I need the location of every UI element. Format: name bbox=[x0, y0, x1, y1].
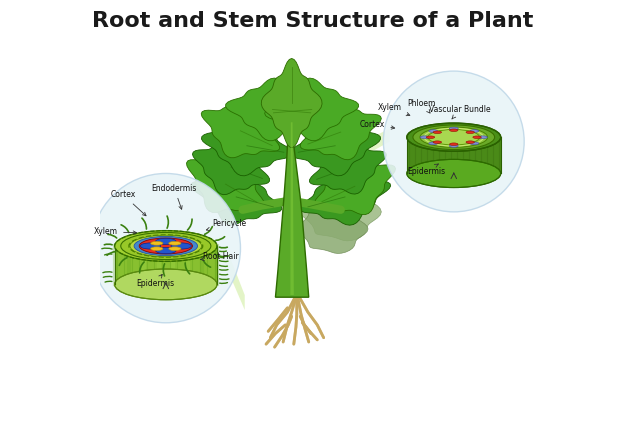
Ellipse shape bbox=[470, 142, 479, 145]
Polygon shape bbox=[290, 122, 294, 295]
Text: Root and Stem Structure of a Plant: Root and Stem Structure of a Plant bbox=[92, 12, 534, 31]
Polygon shape bbox=[190, 169, 282, 225]
Ellipse shape bbox=[420, 127, 488, 147]
Polygon shape bbox=[275, 120, 309, 297]
Ellipse shape bbox=[407, 123, 501, 151]
Polygon shape bbox=[225, 78, 319, 141]
Ellipse shape bbox=[478, 136, 487, 139]
Ellipse shape bbox=[151, 241, 163, 245]
Polygon shape bbox=[297, 205, 368, 253]
Ellipse shape bbox=[470, 130, 479, 132]
Text: Endodermis: Endodermis bbox=[151, 184, 197, 209]
Ellipse shape bbox=[420, 136, 429, 139]
Polygon shape bbox=[201, 104, 280, 158]
Ellipse shape bbox=[428, 129, 480, 145]
Polygon shape bbox=[309, 142, 387, 194]
Ellipse shape bbox=[449, 143, 458, 146]
Ellipse shape bbox=[433, 131, 441, 134]
Ellipse shape bbox=[383, 71, 524, 212]
Ellipse shape bbox=[169, 241, 181, 245]
Ellipse shape bbox=[151, 247, 163, 250]
Text: Vascular Bundle: Vascular Bundle bbox=[429, 105, 491, 119]
Text: Pericycle: Pericycle bbox=[207, 219, 247, 231]
Ellipse shape bbox=[449, 129, 458, 131]
Polygon shape bbox=[202, 116, 292, 176]
Ellipse shape bbox=[429, 130, 438, 132]
Ellipse shape bbox=[426, 136, 434, 139]
Ellipse shape bbox=[407, 159, 501, 187]
Polygon shape bbox=[265, 78, 359, 141]
Ellipse shape bbox=[449, 145, 458, 147]
Polygon shape bbox=[300, 183, 381, 241]
Text: Xylem: Xylem bbox=[94, 227, 136, 236]
Ellipse shape bbox=[156, 247, 176, 254]
Ellipse shape bbox=[169, 247, 181, 250]
Ellipse shape bbox=[121, 232, 211, 259]
Text: Epidermis: Epidermis bbox=[407, 164, 445, 176]
Polygon shape bbox=[300, 104, 381, 160]
Ellipse shape bbox=[115, 269, 217, 300]
Ellipse shape bbox=[156, 238, 176, 244]
Ellipse shape bbox=[473, 136, 481, 139]
Ellipse shape bbox=[466, 141, 475, 143]
Ellipse shape bbox=[449, 127, 458, 130]
Ellipse shape bbox=[140, 243, 161, 249]
Bar bbox=[115, 246, 217, 284]
Bar bbox=[407, 137, 501, 173]
Ellipse shape bbox=[413, 125, 495, 149]
Polygon shape bbox=[314, 158, 396, 214]
Ellipse shape bbox=[91, 173, 240, 323]
Text: Cortex: Cortex bbox=[360, 120, 394, 129]
Text: Cortex: Cortex bbox=[111, 190, 146, 216]
Ellipse shape bbox=[171, 243, 192, 249]
Text: Xylem: Xylem bbox=[377, 103, 410, 116]
Ellipse shape bbox=[139, 238, 192, 254]
Polygon shape bbox=[187, 156, 265, 213]
Ellipse shape bbox=[134, 237, 198, 256]
Polygon shape bbox=[299, 169, 391, 225]
Ellipse shape bbox=[115, 231, 217, 262]
Polygon shape bbox=[261, 59, 322, 147]
Polygon shape bbox=[336, 129, 390, 171]
Polygon shape bbox=[290, 116, 381, 176]
Text: Root Hair: Root Hair bbox=[200, 252, 239, 261]
Text: Epidermis: Epidermis bbox=[136, 274, 174, 288]
Ellipse shape bbox=[466, 131, 475, 134]
Polygon shape bbox=[192, 140, 270, 195]
Ellipse shape bbox=[429, 142, 438, 145]
Ellipse shape bbox=[130, 235, 202, 257]
Ellipse shape bbox=[129, 235, 203, 257]
Ellipse shape bbox=[433, 141, 441, 143]
Text: Phloem: Phloem bbox=[408, 98, 436, 113]
Polygon shape bbox=[225, 246, 245, 310]
